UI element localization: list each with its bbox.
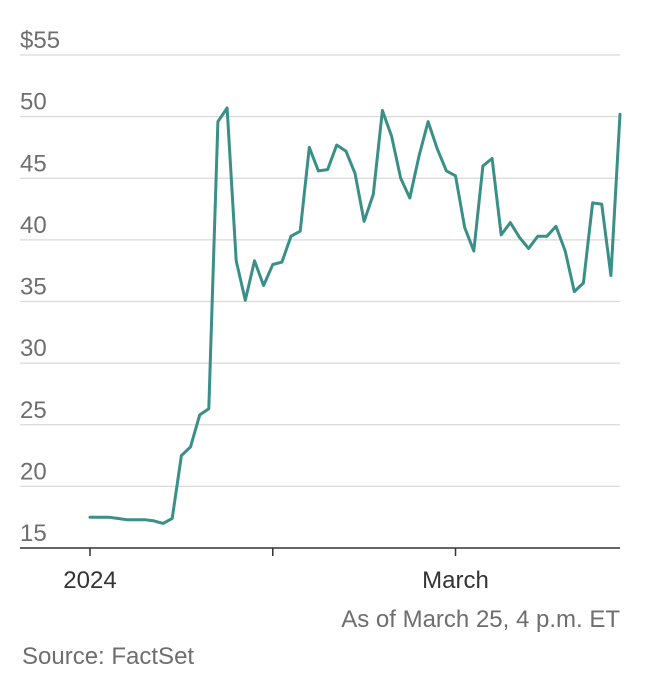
y-tick-label-50: 50 [20,89,47,116]
y-tick-label-45: 45 [20,150,47,177]
timestamp-note: As of March 25, 4 p.m. ET [341,606,620,633]
price-series-line [88,106,622,525]
x-tick-label: 2024 [63,567,116,594]
x-axis-ticks: 2024 March [63,548,489,594]
x-tick-label: March [422,567,489,594]
y-tick-label-25: 25 [20,397,47,424]
y-tick-label-20: 20 [20,458,47,485]
y-tick-label-55: $55 [20,27,60,54]
gridlines [20,54,620,487]
source-note: Source: FactSet [22,643,194,670]
y-tick-label-40: 40 [20,212,47,239]
y-tick-label-35: 35 [20,274,47,301]
y-tick-label-30: 30 [20,335,47,362]
y-axis-tick-labels: 15 20 25 30 35 40 45 50 $55 [20,27,60,547]
y-tick-label-15: 15 [20,520,47,547]
